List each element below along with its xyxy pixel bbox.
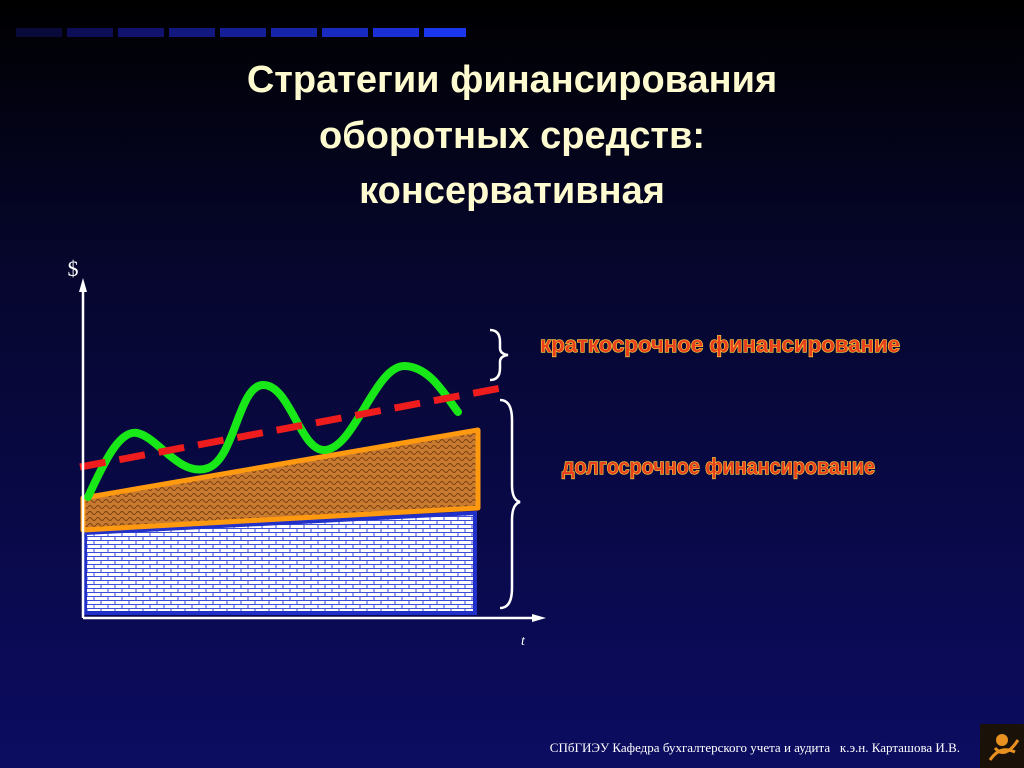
permanent-assets xyxy=(83,510,477,615)
x-arrow xyxy=(532,614,546,622)
y-axis-label: $ xyxy=(68,256,79,281)
short-term-label: краткосрочное финансирование xyxy=(540,332,900,357)
diagram: $ t краткосрочное финансирование долгоср… xyxy=(68,256,901,649)
title-line: оборотных средств: xyxy=(319,115,705,157)
footer: СПбГИЭУ Кафедра бухгалтерского учета и а… xyxy=(550,740,960,755)
asset-wave xyxy=(84,361,462,501)
long-term-label: долгосрочное финансирование xyxy=(562,454,875,479)
short-brace xyxy=(489,328,509,382)
top-bars xyxy=(16,28,466,37)
long-brace xyxy=(499,398,521,610)
financing-line xyxy=(79,382,513,471)
title-line: консервативная xyxy=(359,170,665,212)
logo xyxy=(980,724,1024,768)
title-line: Стратегии финансирования xyxy=(247,59,777,101)
y-arrow xyxy=(79,278,87,292)
x-axis-label: t xyxy=(521,634,526,649)
